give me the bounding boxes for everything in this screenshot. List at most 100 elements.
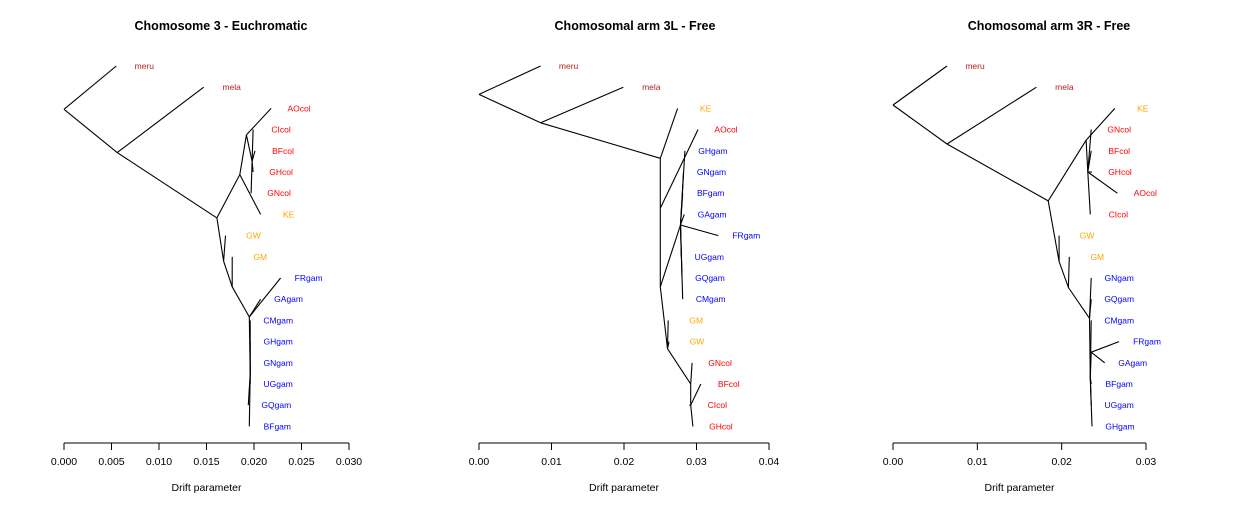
leaf-label-BFgam: BFgam bbox=[697, 188, 724, 198]
leaf-label-GNcol: GNcol bbox=[267, 188, 291, 198]
tree-edge-n5-GAgam bbox=[679, 214, 685, 226]
tree-edge-n5-n6 bbox=[1058, 261, 1069, 288]
x-axis: 0.000 0.005 0.010 0.015 0.020 0.025 0.030 bbox=[51, 442, 362, 468]
tree-edge-n2-n5 bbox=[1047, 200, 1060, 262]
tree-edge-n6-n7 bbox=[223, 261, 233, 287]
tree-edge-n7-GNcol bbox=[690, 362, 693, 385]
tree-edge-n4-AOcol bbox=[245, 108, 272, 136]
leaf-label-GAgam: GAgam bbox=[1118, 358, 1147, 368]
tree-edges bbox=[892, 65, 1120, 427]
tree-edge-n8-GHgam bbox=[1089, 377, 1093, 427]
leaf-label-KE: KE bbox=[1137, 103, 1149, 113]
leaf-label-GNcol: GNcol bbox=[1107, 125, 1131, 135]
leaf-label-BFcol: BFcol bbox=[272, 146, 294, 156]
tree-edge-n6-n7 bbox=[1067, 287, 1090, 319]
leaf-label-meru: meru bbox=[559, 61, 579, 71]
tree-edge-n9-BFgam bbox=[248, 373, 251, 427]
x-tick-label: 0.01 bbox=[967, 456, 988, 468]
x-axis: 0.00 0.01 0.02 0.03 0.04 bbox=[469, 442, 780, 468]
x-tick-label: 0.005 bbox=[98, 456, 124, 468]
tree-edge-n5-CIcol bbox=[251, 129, 254, 162]
panel-title: Chomosomal arm 3R - Free bbox=[968, 19, 1131, 33]
x-tick-label: 0.00 bbox=[883, 456, 904, 468]
tree-edge-root-n1 bbox=[478, 93, 541, 124]
tree-edge-n2-n3 bbox=[1047, 139, 1087, 202]
leaf-label-GQgam: GQgam bbox=[1104, 294, 1134, 304]
x-tick-label: 0.03 bbox=[1136, 456, 1157, 468]
leaf-label-CMgam: CMgam bbox=[263, 315, 293, 325]
leaf-label-mela: mela bbox=[222, 82, 241, 92]
leaf-label-GHcol: GHcol bbox=[1108, 167, 1132, 177]
x-tick-label: 0.030 bbox=[336, 456, 362, 468]
leaf-label-GM: GM bbox=[253, 252, 267, 262]
tree-edge-n1-mela bbox=[540, 86, 624, 124]
tree-panel-1: Chomosome 3 - Euchromatic meru mela AOcol CI… bbox=[51, 19, 362, 494]
tree-edge-n6-GW bbox=[666, 341, 670, 349]
leaf-label-GW: GW bbox=[246, 231, 261, 241]
leaf-label-CIcol: CIcol bbox=[708, 400, 727, 410]
x-tick-label: 0.00 bbox=[469, 456, 490, 468]
leaf-label-CMgam: CMgam bbox=[1104, 315, 1134, 325]
tree-edge-n8-BFcol bbox=[690, 383, 702, 406]
leaf-label-GNgam: GNgam bbox=[1105, 273, 1134, 283]
x-tick-label: 0.000 bbox=[51, 456, 77, 468]
leaf-label-GAgam: GAgam bbox=[698, 209, 727, 219]
x-tick-label: 0.02 bbox=[1051, 456, 1072, 468]
panel-title: Chomosomal arm 3L - Free bbox=[555, 19, 716, 33]
leaf-label-FRgam: FRgam bbox=[1133, 337, 1161, 347]
tree-edge-n5-GNcol bbox=[250, 161, 253, 194]
leaf-label-GNgam: GNgam bbox=[264, 358, 293, 368]
tree-edge-n9-FRgam bbox=[1091, 341, 1120, 353]
x-tick-label: 0.010 bbox=[146, 456, 172, 468]
x-tick-label: 0.01 bbox=[541, 456, 562, 468]
tree-edge-n6-GW bbox=[223, 235, 227, 262]
leaf-label-CIcol: CIcol bbox=[271, 125, 290, 135]
tree-edge-n4-BFcol bbox=[1087, 150, 1092, 173]
tree-edge-n1-mela bbox=[116, 86, 205, 154]
leaf-label-meru: meru bbox=[965, 61, 985, 71]
tree-edge-n4-GNcol bbox=[1087, 129, 1092, 173]
tree-panel-3: Chomosomal arm 3R - Free meru mela KE GNcol B… bbox=[883, 19, 1161, 494]
x-axis-label: Drift parameter bbox=[171, 482, 242, 494]
tree-edge-n4-n5 bbox=[659, 224, 682, 287]
leaf-label-FRgam: FRgam bbox=[732, 231, 760, 241]
x-tick-label: 0.04 bbox=[759, 456, 780, 468]
tree-edge-n9-GAgam bbox=[1090, 351, 1106, 364]
tree-edge-n1-mela bbox=[946, 86, 1037, 145]
x-tick-label: 0.025 bbox=[288, 456, 314, 468]
tree-edge-root-n1 bbox=[892, 104, 948, 145]
tree-edge-n5-FRgam bbox=[680, 224, 719, 237]
leaf-label-GW: GW bbox=[1080, 231, 1095, 241]
tree-edge-root-meru bbox=[478, 65, 541, 95]
leaf-labels: meru mela AOcol CIcol BFcol GHcol GNcol KE GW GM F… bbox=[135, 61, 323, 431]
leaf-label-GQgam: GQgam bbox=[261, 400, 291, 410]
tree-edge-n7-GQgam bbox=[1088, 299, 1092, 319]
leaf-label-FRgam: FRgam bbox=[295, 273, 323, 283]
tree-edge-n4-n5 bbox=[245, 134, 253, 162]
x-axis: 0.00 0.01 0.02 0.03 bbox=[883, 442, 1157, 468]
leaf-labels: meru mela KE AOcol GHgam GNgam BFgam GAgam FRgam… bbox=[559, 61, 760, 431]
leaf-label-mela: mela bbox=[1055, 82, 1074, 92]
tree-edges bbox=[478, 65, 719, 427]
leaf-label-CMgam: CMgam bbox=[696, 294, 726, 304]
tree-edge-n8-FRgam bbox=[248, 277, 282, 318]
panel-title: Chomosome 3 - Euchromatic bbox=[135, 19, 308, 33]
leaf-label-KE: KE bbox=[283, 209, 295, 219]
leaf-label-GQgam: GQgam bbox=[695, 273, 725, 283]
tree-edge-n4-CIcol bbox=[1087, 171, 1091, 215]
tree-edge-n5-CMgam bbox=[679, 224, 684, 300]
tree-edge-n2-n3 bbox=[216, 174, 241, 219]
leaf-label-KE: KE bbox=[700, 103, 712, 113]
tree-edge-n2-KE bbox=[659, 108, 679, 159]
tree-edge-n1-n2 bbox=[946, 143, 1049, 202]
tree-edge-n3-n4 bbox=[239, 134, 247, 175]
x-tick-label: 0.02 bbox=[614, 456, 635, 468]
leaf-label-UGgam: UGgam bbox=[264, 379, 293, 389]
leaf-labels: meru mela KE GNcol BFcol GHcol AOcol CIcol GW GM G… bbox=[965, 61, 1161, 431]
leaf-label-UGgam: UGgam bbox=[695, 252, 724, 262]
tree-edge-n6-GM bbox=[1067, 256, 1070, 288]
leaf-label-AOcol: AOcol bbox=[1134, 188, 1157, 198]
tree-edge-n8-GHcol bbox=[690, 405, 694, 427]
x-tick-label: 0.03 bbox=[686, 456, 707, 468]
tree-edge-n4-n6 bbox=[659, 286, 669, 349]
